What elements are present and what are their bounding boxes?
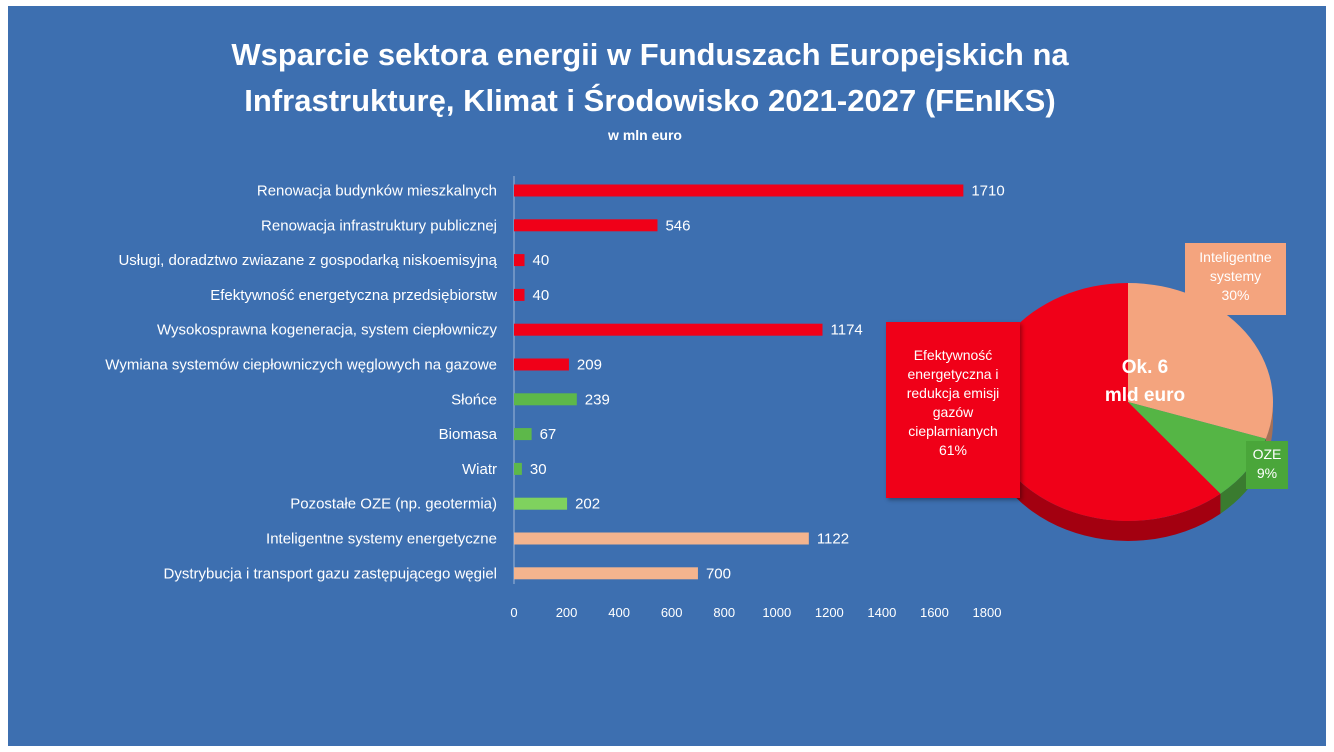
- data-label: 40: [533, 287, 550, 304]
- pie-label-line: systemy: [1209, 268, 1262, 284]
- category-label: Wiatr: [462, 461, 497, 478]
- bar: [514, 323, 823, 336]
- data-label: 202: [575, 496, 600, 513]
- pie-label-smart-systems: Inteligentne systemy 30%: [1185, 243, 1286, 315]
- pie-slice: [1128, 283, 1273, 439]
- pie-label-line: gazów: [932, 404, 974, 420]
- bar: [514, 393, 577, 406]
- pie-center-label: Ok. 6 mld euro: [1090, 354, 1200, 410]
- bar: [514, 497, 568, 510]
- chart-title: Wsparcie sektora energii w Funduszach Eu…: [0, 32, 1300, 124]
- x-tick-label: 200: [556, 605, 578, 620]
- x-tick-label: 1600: [920, 605, 949, 620]
- pie-center-line-2: mld euro: [1104, 385, 1186, 406]
- bar: [514, 184, 964, 197]
- pie-label-percent: 30%: [1221, 287, 1250, 303]
- chart-subtitle: w mln euro: [608, 127, 682, 143]
- category-label: Usługi, doradztwo zwiazane z gospodarką …: [118, 252, 497, 269]
- x-tick-label: 1400: [867, 605, 896, 620]
- pie-label-line: cieplarnianych: [908, 423, 998, 439]
- title-line-1: Wsparcie sektora energii w Funduszach Eu…: [231, 37, 1069, 72]
- x-tick-label: 800: [713, 605, 735, 620]
- bar: [514, 428, 532, 441]
- bar: [514, 254, 525, 267]
- bar: [514, 358, 569, 371]
- pie-label-percent: 61%: [938, 442, 968, 458]
- x-tick-label: 1200: [815, 605, 844, 620]
- bar: [514, 532, 809, 545]
- pie-label-efficiency: Efektywność energetyczna i redukcja emis…: [886, 322, 1020, 498]
- pie-slice: [1128, 402, 1266, 494]
- category-label: Dystrybucja i transport gazu zastępujące…: [163, 565, 497, 582]
- category-label: Renowacja budynków mieszkalnych: [257, 183, 497, 200]
- pie-label-oze: OZE 9%: [1246, 441, 1288, 489]
- pie-slice-side: [1220, 438, 1266, 514]
- pie-slice: [983, 283, 1221, 521]
- bar: [514, 219, 658, 232]
- data-label: 700: [706, 565, 731, 582]
- pie-center-line-1: Ok. 6: [1121, 357, 1169, 378]
- category-label: Słońce: [451, 391, 497, 408]
- data-label: 239: [585, 391, 610, 408]
- title-line-2: Infrastrukturę, Klimat i Środowisko 2021…: [244, 83, 1056, 118]
- category-label: Pozostałe OZE (np. geotermia): [290, 496, 497, 513]
- category-label: Renowacja infrastruktury publicznej: [261, 217, 497, 234]
- category-label: Biomasa: [439, 426, 498, 443]
- x-tick-label: 1000: [762, 605, 791, 620]
- data-label: 67: [540, 426, 557, 443]
- pie-label-line: redukcja emisji: [906, 385, 1000, 401]
- data-label: 40: [533, 252, 550, 269]
- pie-label-line: energetyczna i: [907, 366, 999, 382]
- pie-slice-side: [983, 402, 1221, 542]
- bar: [514, 288, 525, 301]
- data-label: 546: [665, 217, 690, 234]
- data-label: 1174: [831, 322, 863, 339]
- data-label: 209: [577, 357, 602, 374]
- x-tick-label: 400: [608, 605, 630, 620]
- category-label: Wymiana systemów ciepłowniczych węglowyc…: [105, 357, 497, 374]
- pie-label-line: OZE: [1252, 446, 1282, 462]
- x-tick-label: 600: [661, 605, 683, 620]
- pie-label-percent: 9%: [1256, 465, 1278, 481]
- x-tick-label: 0: [510, 605, 517, 620]
- data-label: 1710: [971, 183, 1004, 200]
- category-label: Efektywność energetyczna przedsiębiorstw: [210, 287, 497, 304]
- data-label: 30: [530, 461, 547, 478]
- category-label: Inteligentne systemy energetyczne: [266, 531, 497, 548]
- category-label: Wysokosprawna kogeneracja, system ciepło…: [157, 322, 498, 339]
- data-label: 1122: [817, 531, 849, 548]
- pie-label-line: Efektywność: [913, 347, 993, 363]
- pie-label-line: Inteligentne: [1199, 249, 1272, 265]
- bar: [514, 567, 698, 580]
- bar: [514, 462, 522, 475]
- x-tick-label: 1800: [973, 605, 1002, 620]
